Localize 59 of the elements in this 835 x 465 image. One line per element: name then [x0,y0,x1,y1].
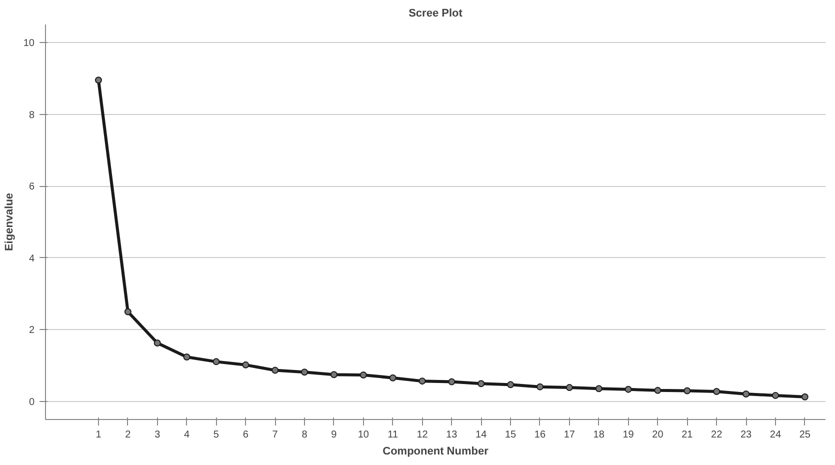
point [624,386,632,393]
point [772,392,779,399]
x-tick-label: 24 [770,430,782,440]
point [94,76,102,84]
point [212,358,220,366]
x-tick-label: 21 [682,430,694,440]
point [654,386,662,394]
x-tick-label: 16 [534,430,546,440]
y-tick-label: 0 [28,397,35,408]
y-tick-label: 4 [28,253,35,264]
chart-title: Scree Plot [408,8,463,20]
x-tick-label: 20 [652,430,664,440]
x-tick-label: 19 [622,430,634,440]
x-tick-label: 7 [272,430,278,440]
x-tick-label: 3 [154,430,161,440]
y-tick-label: 2 [28,325,35,336]
point [478,380,485,388]
point [389,374,396,382]
point [448,378,456,386]
x-tick-label: 18 [593,430,605,440]
point [301,368,308,376]
point [713,388,720,395]
x-tick-label: 14 [476,430,488,440]
point [684,387,691,394]
point [183,354,190,361]
point [124,308,132,316]
point [566,384,573,392]
y-tick-label: 8 [28,110,35,121]
x-tick-label: 12 [416,430,428,440]
point [742,390,750,398]
x-tick-label: 13 [446,430,458,440]
x-tick-label: 22 [711,430,723,440]
point [330,371,338,378]
x-tick-label: 9 [331,430,338,440]
x-tick-label: 2 [125,430,132,440]
point [507,381,514,388]
y-tick-label: 6 [28,182,35,193]
point [536,383,544,390]
point [154,340,161,347]
point [418,378,426,385]
point [242,361,250,368]
y-axis-title: Eigenvalue [3,192,16,252]
x-tick-label: 4 [184,430,190,440]
x-tick-label: 23 [740,430,752,440]
x-tick-label: 5 [213,430,220,440]
x-tick-label: 15 [504,430,517,440]
point [595,385,602,392]
x-tick-label: 6 [242,430,249,440]
point [272,366,279,374]
point [801,393,808,400]
x-tick-label: 1 [96,430,102,440]
x-tick-label: 10 [358,430,370,440]
x-tick-label: 25 [799,430,811,440]
y-tick-label: 10 [23,38,35,49]
x-tick-label: 17 [564,430,576,440]
x-axis-title: Component Number [382,446,490,458]
x-tick-label: 11 [388,430,398,440]
point [360,371,367,378]
x-tick-label: 8 [302,430,308,440]
